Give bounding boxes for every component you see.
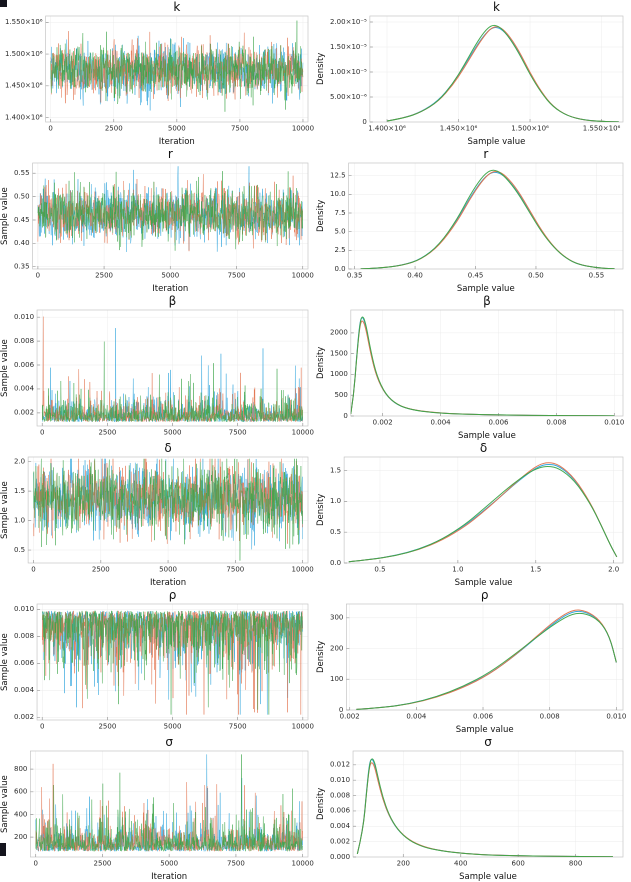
x-axis-label: Iteration: [151, 872, 188, 882]
plot-title: σ: [484, 735, 492, 749]
y-axis-label: Sample value: [0, 633, 10, 691]
y-axis-label: Sample value: [0, 187, 10, 245]
y-axis-label: Sample value: [0, 775, 10, 833]
window-corner-artifact-bottom: [0, 843, 6, 856]
subplot-r-density: r Sample value Density: [316, 147, 631, 294]
plot-title: σ: [165, 735, 173, 749]
subplot-σ-trace: σ Iteration Sample value: [0, 735, 316, 882]
subplot-β-trace: β Sample value: [0, 294, 316, 441]
plot-title: k: [173, 0, 181, 14]
x-axis-label: Sample value: [454, 578, 513, 588]
subplot-k-trace: k Iteration: [0, 0, 316, 147]
y-axis-label: Density: [316, 52, 326, 86]
subplot-k-density: k Sample value Density: [316, 0, 631, 147]
subplot-β-density: β Sample value Density: [316, 294, 631, 441]
plot-canvas: [0, 147, 316, 294]
x-axis-label: Sample value: [458, 431, 516, 441]
plot-title: r: [167, 147, 173, 161]
plot-title: β: [168, 294, 177, 308]
x-axis-label: Iteration: [152, 284, 189, 294]
y-axis-label: Density: [316, 199, 326, 233]
subplot-δ-trace: δ Iteration Sample value: [0, 441, 316, 588]
plot-canvas: [0, 294, 316, 441]
subplot-ρ-density: ρ Sample value Density: [316, 588, 631, 735]
plot-canvas: [316, 588, 631, 735]
y-axis-label: Sample value: [0, 481, 10, 539]
y-axis-label: Density: [316, 493, 326, 527]
plot-canvas: [316, 294, 631, 441]
plot-title: ρ: [480, 588, 489, 602]
subplot-σ-density: σ Sample value Density: [316, 735, 631, 882]
plot-title: δ: [479, 441, 488, 455]
subplot-r-trace: r Iteration Sample value: [0, 147, 316, 294]
plot-canvas: [0, 0, 316, 147]
plot-title: δ: [164, 441, 172, 455]
plot-title: r: [483, 147, 489, 161]
x-axis-label: Sample value: [456, 284, 515, 294]
y-axis-label: Density: [316, 640, 326, 674]
plot-canvas: [316, 147, 631, 294]
x-axis-label: Sample value: [467, 137, 526, 147]
plot-title: β: [483, 294, 491, 308]
plot-canvas: [316, 0, 631, 147]
x-axis-label: Sample value: [455, 725, 514, 735]
x-axis-label: Iteration: [150, 578, 187, 588]
y-axis-label: Density: [316, 787, 326, 821]
x-axis-label: Iteration: [158, 137, 195, 147]
plot-canvas: [316, 441, 631, 588]
x-axis-label: Sample value: [459, 872, 517, 882]
subplot-δ-density: δ Sample value Density: [316, 441, 631, 588]
plot-canvas: [0, 588, 316, 735]
plot-canvas: [0, 735, 316, 882]
plot-canvas: [316, 735, 631, 882]
y-axis-label: Density: [316, 346, 326, 380]
plot-title: k: [492, 0, 500, 14]
plot-canvas: [0, 441, 316, 588]
plot-title: ρ: [168, 588, 177, 602]
y-axis-label: Sample value: [0, 339, 10, 397]
window-corner-artifact-top: [0, 0, 7, 7]
subplot-ρ-trace: ρ Sample value: [0, 588, 316, 735]
